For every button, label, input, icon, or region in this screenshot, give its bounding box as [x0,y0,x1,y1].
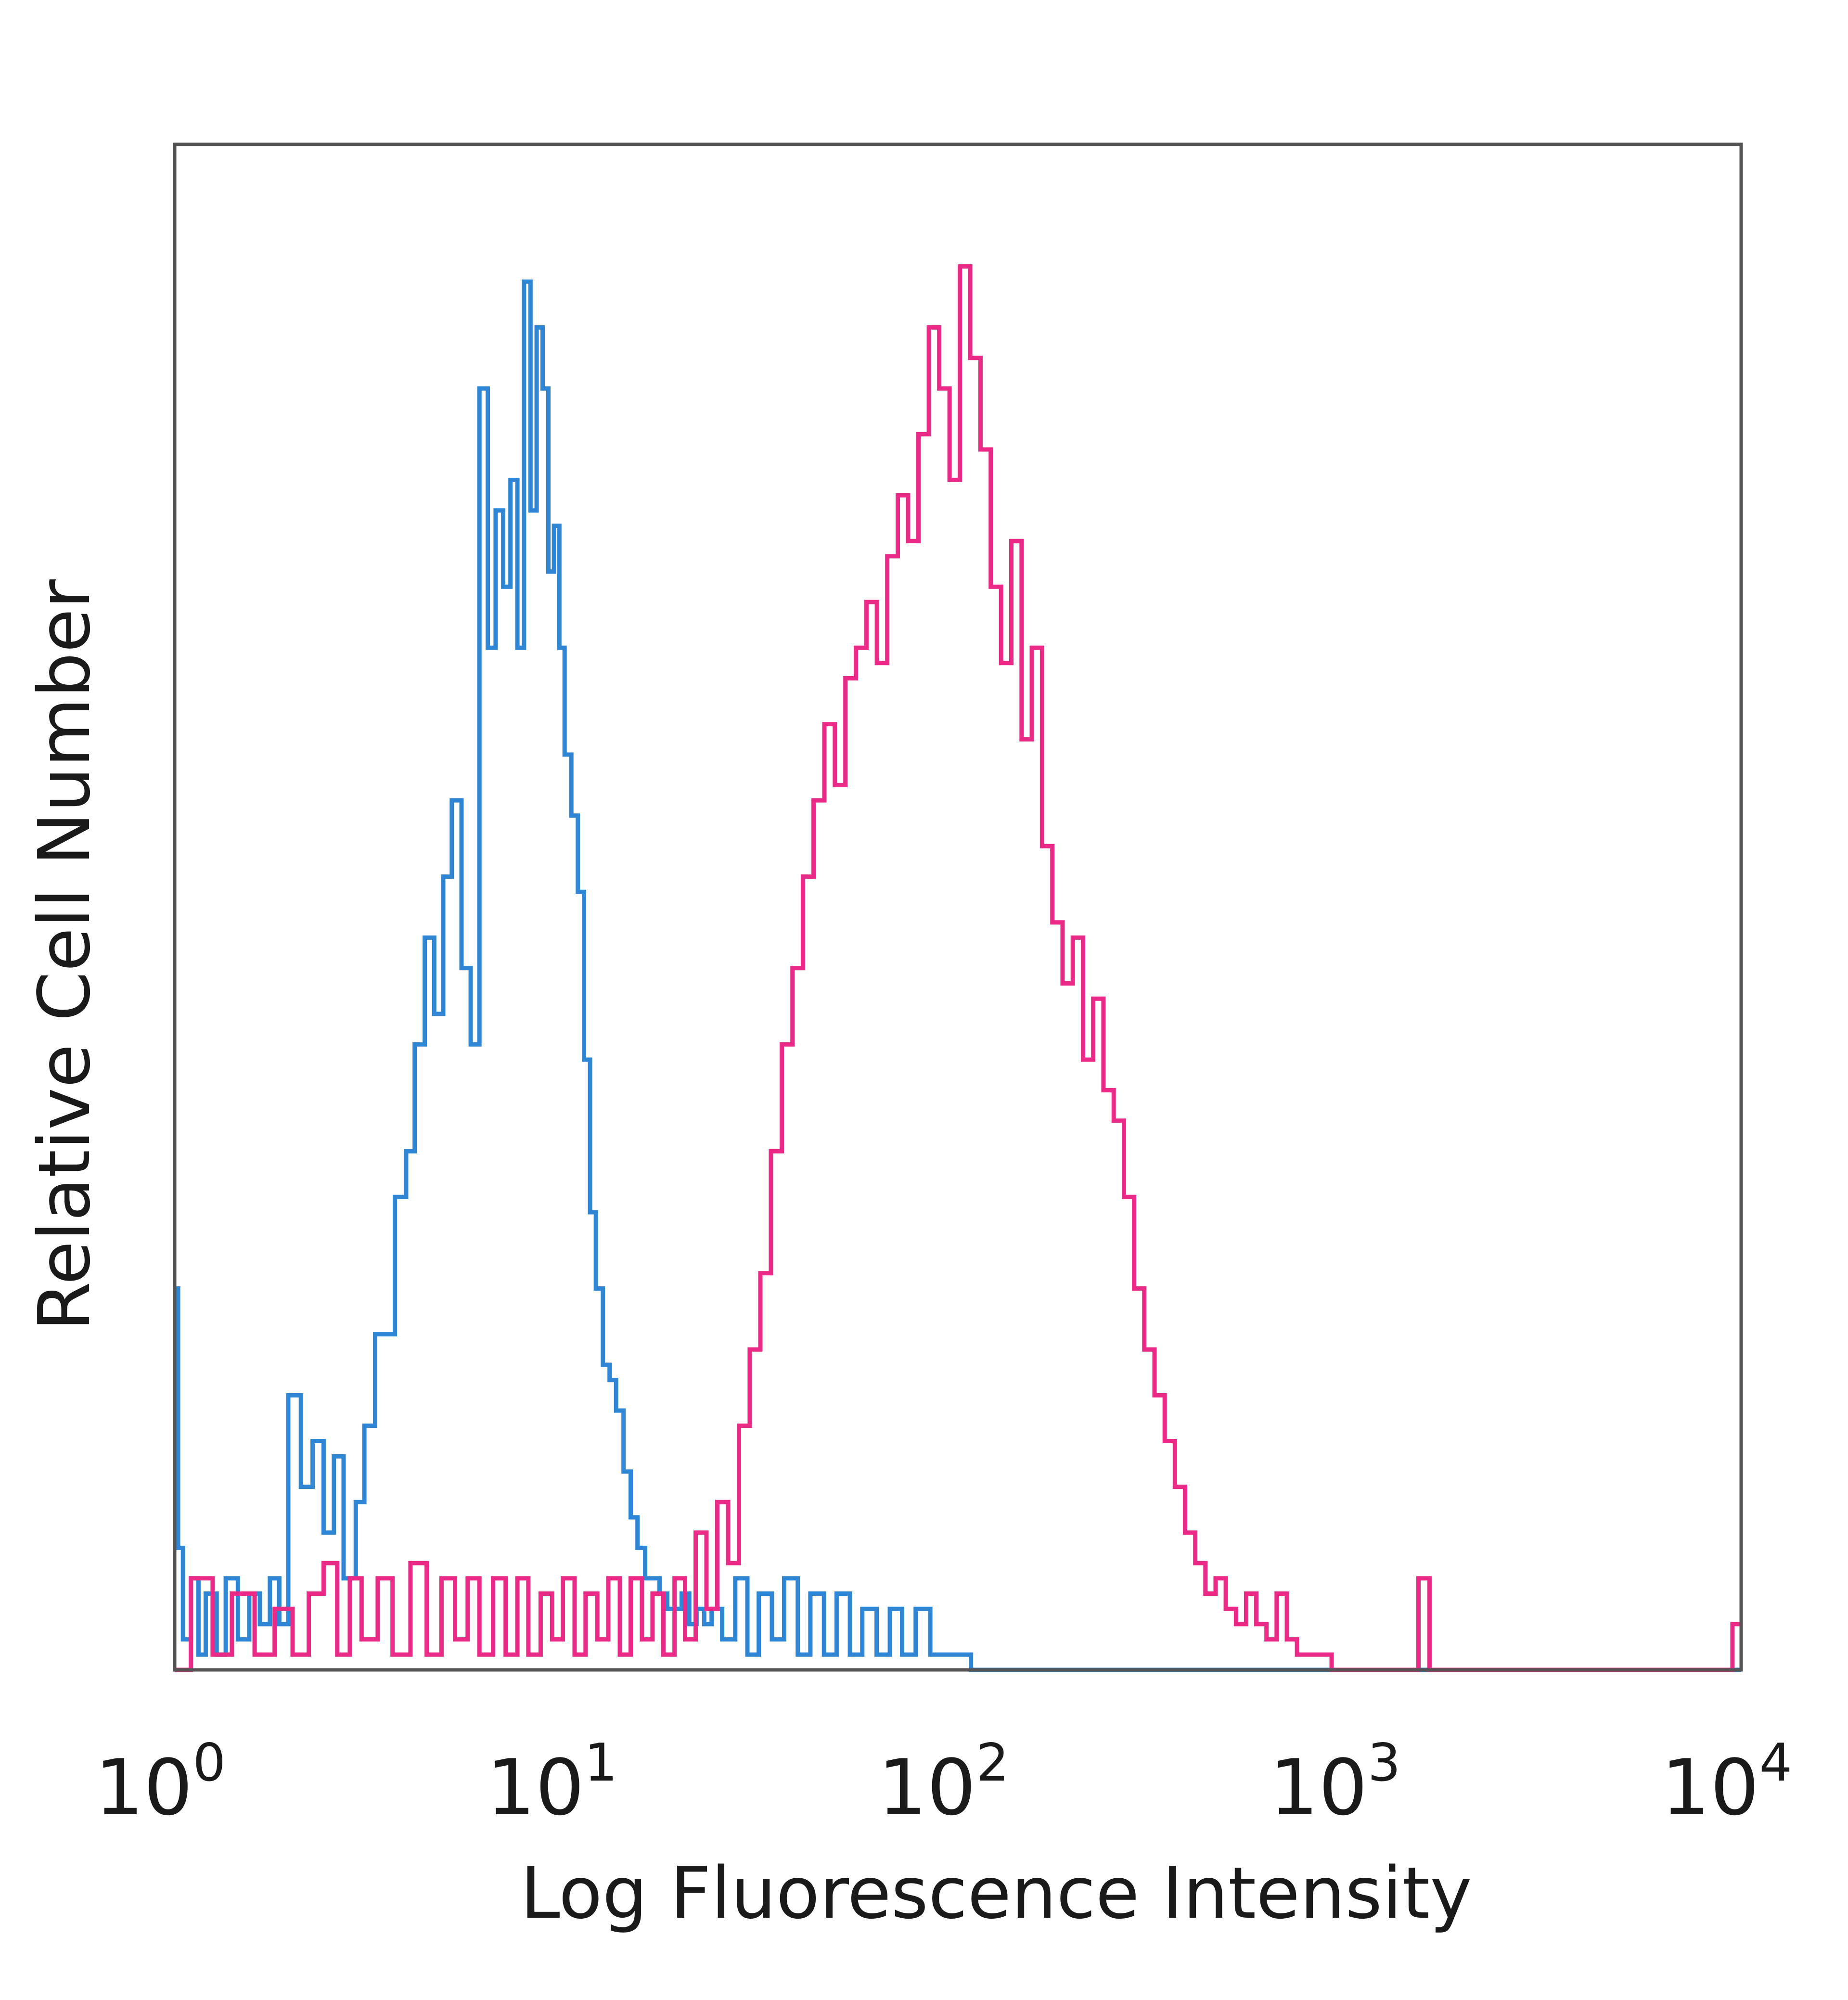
histogram-series-1 [175,279,1741,1672]
x-tick-exponent: 1 [584,1733,617,1793]
x-axis-title: Log Fluorescence Intensity [520,1852,1472,1935]
x-tick-exponent: 3 [1368,1733,1401,1793]
x-tick-label-4: 104 [1661,1733,1792,1833]
y-axis-title: Relative Cell Number [23,579,106,1331]
x-tick-label-1: 101 [487,1733,617,1833]
series-layer [175,264,1741,1672]
x-tick-labels: 100 101 102 103 104 [95,1733,1792,1833]
x-tick-exponent: 4 [1759,1733,1792,1793]
x-tick-base: 10 [95,1743,193,1833]
histogram-series-2 [175,264,1741,1672]
x-tick-label-3: 103 [1270,1733,1400,1833]
x-tick-label-0: 100 [95,1733,226,1833]
plot-frame [173,142,1743,1672]
x-tick-label-2: 102 [878,1733,1009,1833]
x-tick-exponent: 2 [976,1733,1009,1793]
x-tick-base: 10 [1270,1743,1368,1833]
x-tick-exponent: 0 [192,1733,226,1793]
x-tick-base: 10 [878,1743,976,1833]
x-tick-base: 10 [1661,1743,1759,1833]
x-tick-base: 10 [487,1743,585,1833]
